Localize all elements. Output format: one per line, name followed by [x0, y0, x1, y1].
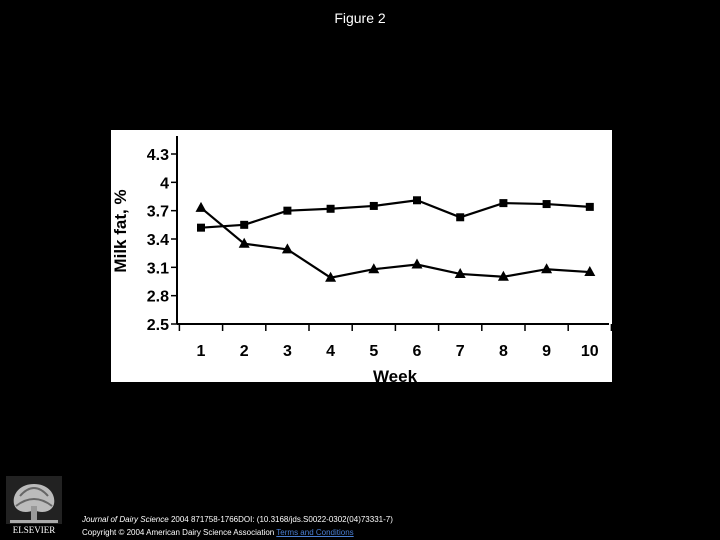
x-tick-label: 4 [326, 343, 335, 360]
series-line [200, 199, 590, 229]
data-point-square [585, 202, 594, 211]
copyright-text: Copyright © 2004 American Dairy Science … [82, 528, 275, 537]
milk-fat-chart: 1 2 3 4 5 6 7 8 9 10 2.5 2.8 3.1 3.4 3.7 4 4.3 Week Mil… [111, 136, 612, 382]
series-triangle [195, 201, 596, 282]
y-tick-label: 3.1 [147, 260, 169, 277]
data-point-triangle [281, 243, 293, 254]
data-point-triangle [325, 271, 337, 282]
data-point-square [197, 223, 205, 232]
data-point-triangle [454, 267, 466, 278]
elsevier-logo: ELSEVIER [6, 476, 62, 535]
x-tick-label: 9 [542, 343, 551, 360]
citation-footer: Journal of Dairy Science 2004 871758-176… [82, 513, 393, 539]
elsevier-logo-text: ELSEVIER [13, 525, 56, 535]
x-tick-label: 8 [499, 343, 508, 360]
data-point-triangle [368, 263, 380, 274]
data-point-triangle [541, 263, 553, 274]
x-tick-label: 10 [581, 343, 599, 360]
data-point-square [283, 206, 292, 215]
x-tick-label: 3 [283, 343, 292, 360]
terms-link[interactable]: Terms and Conditions [276, 528, 354, 537]
data-point-triangle [584, 266, 596, 277]
series-line [200, 206, 590, 279]
data-point-triangle [238, 237, 250, 248]
y-tick-labels: 2.5 2.8 3.1 3.4 3.7 4 4.3 [147, 147, 177, 334]
x-tick-label: 5 [369, 343, 378, 360]
y-tick-label: 2.8 [147, 289, 169, 306]
data-point-square [542, 200, 551, 209]
series-layer [195, 196, 596, 282]
chart-axes [176, 136, 609, 325]
y-tick-label: 2.5 [147, 317, 169, 334]
data-point-square [413, 196, 421, 205]
y-tick-label: 4 [160, 175, 169, 192]
y-axis-label: Milk fat, % [111, 189, 130, 272]
chart-panel: 1 2 3 4 5 6 7 8 9 10 2.5 2.8 3.1 3.4 3.7 4 4.3 Week Mil… [111, 130, 612, 382]
citation-line: Journal of Dairy Science 2004 871758-176… [82, 513, 393, 526]
citation-details: 2004 871758-1766DOI: (10.3168/jds.S0022-… [168, 515, 393, 524]
y-tick-label: 3.4 [147, 232, 169, 249]
x-tick-label: 1 [197, 343, 206, 360]
series-square [197, 196, 594, 232]
data-point-triangle [497, 270, 509, 281]
x-tick-label: 6 [413, 343, 422, 360]
x-tick-label: 7 [456, 343, 465, 360]
copyright-line: Copyright © 2004 American Dairy Science … [82, 526, 393, 539]
data-point-square [326, 204, 335, 213]
data-point-square [499, 199, 508, 208]
data-point-square [240, 220, 249, 229]
data-point-square [369, 201, 378, 210]
y-tick-label: 3.7 [147, 204, 169, 221]
journal-name: Journal of Dairy Science [82, 515, 169, 524]
y-tick-label: 4.3 [147, 147, 169, 164]
x-axis-label: Week [373, 367, 418, 382]
data-point-triangle [195, 201, 207, 212]
x-tick-label: 2 [240, 343, 249, 360]
x-tick-labels: 1 2 3 4 5 6 7 8 9 10 [178, 324, 612, 360]
data-point-triangle [411, 258, 423, 269]
data-point-square [456, 213, 465, 222]
figure-title: Figure 2 [334, 10, 386, 26]
